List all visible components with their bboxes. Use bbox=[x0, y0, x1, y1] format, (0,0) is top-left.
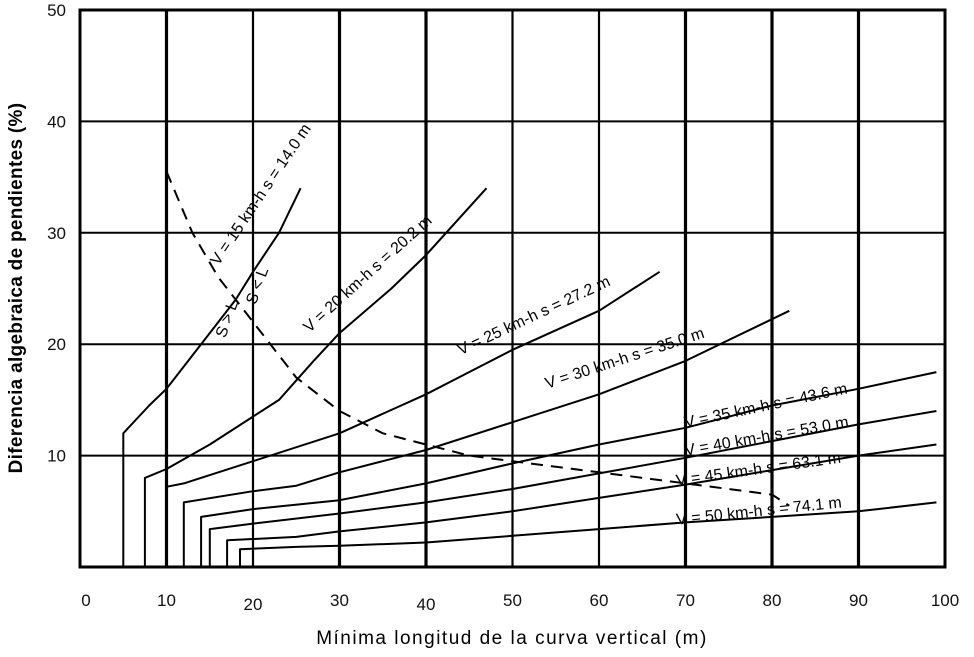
dashed-boundary-curve bbox=[165, 171, 790, 507]
grid-lines bbox=[80, 10, 945, 567]
x-tick-label: 100 bbox=[931, 591, 959, 610]
curve-label: S > L bbox=[213, 299, 242, 340]
x-axis-label: Mínima longitud de la curva vertical (m) bbox=[316, 628, 708, 649]
plot-border bbox=[78, 8, 947, 569]
y-tick-label: 50 bbox=[47, 1, 66, 20]
x-tick-label: 80 bbox=[763, 591, 782, 610]
curve-label: S < L bbox=[243, 265, 272, 306]
curve-label: V = 20 km-h s = 20.2 m bbox=[301, 212, 436, 336]
x-tick-label: 60 bbox=[590, 591, 609, 610]
curve-label: V = 15 km-h s = 14.0 m bbox=[208, 121, 315, 268]
y-tick-label: 20 bbox=[47, 335, 66, 354]
curve-label: V = 30 km-h s = 35.0 m bbox=[543, 325, 706, 393]
y-tick-label: 30 bbox=[47, 224, 66, 243]
x-tick-label: 40 bbox=[417, 595, 436, 614]
speed-curve bbox=[226, 443, 937, 567]
x-tick-label: 30 bbox=[330, 591, 349, 610]
speed-curve bbox=[208, 410, 937, 567]
curves bbox=[122, 171, 937, 567]
y-axis-ticks: 10 20 30 40 50 bbox=[47, 1, 66, 466]
y-tick-label: 10 bbox=[47, 447, 66, 466]
speed-curve bbox=[165, 270, 661, 567]
curve-labels: V = 15 km-h s = 14.0 mV = 20 km-h s = 20… bbox=[208, 121, 850, 529]
x-axis-ticks: 0 10 20 30 40 50 60 70 80 90 100 bbox=[81, 591, 959, 614]
x-tick-label: 90 bbox=[849, 591, 868, 610]
y-tick-label: 40 bbox=[47, 112, 66, 131]
x-tick-label: 10 bbox=[157, 591, 176, 610]
x-tick-label: 20 bbox=[244, 595, 263, 614]
y-axis-label: Diferencia algebraica de pendientes (%) bbox=[6, 103, 27, 474]
speed-curve bbox=[122, 187, 302, 567]
speed-curve bbox=[200, 371, 937, 567]
x-tick-label: 50 bbox=[503, 591, 522, 610]
x-tick-label: 70 bbox=[676, 591, 695, 610]
speed-curve bbox=[143, 187, 488, 567]
plot-frame bbox=[78, 8, 947, 569]
speed-curve bbox=[182, 309, 790, 567]
curve-label: V = 50 km-h s = 74.1 m bbox=[675, 494, 842, 528]
speed-curve bbox=[239, 501, 937, 567]
x-tick-label: 0 bbox=[81, 591, 90, 610]
